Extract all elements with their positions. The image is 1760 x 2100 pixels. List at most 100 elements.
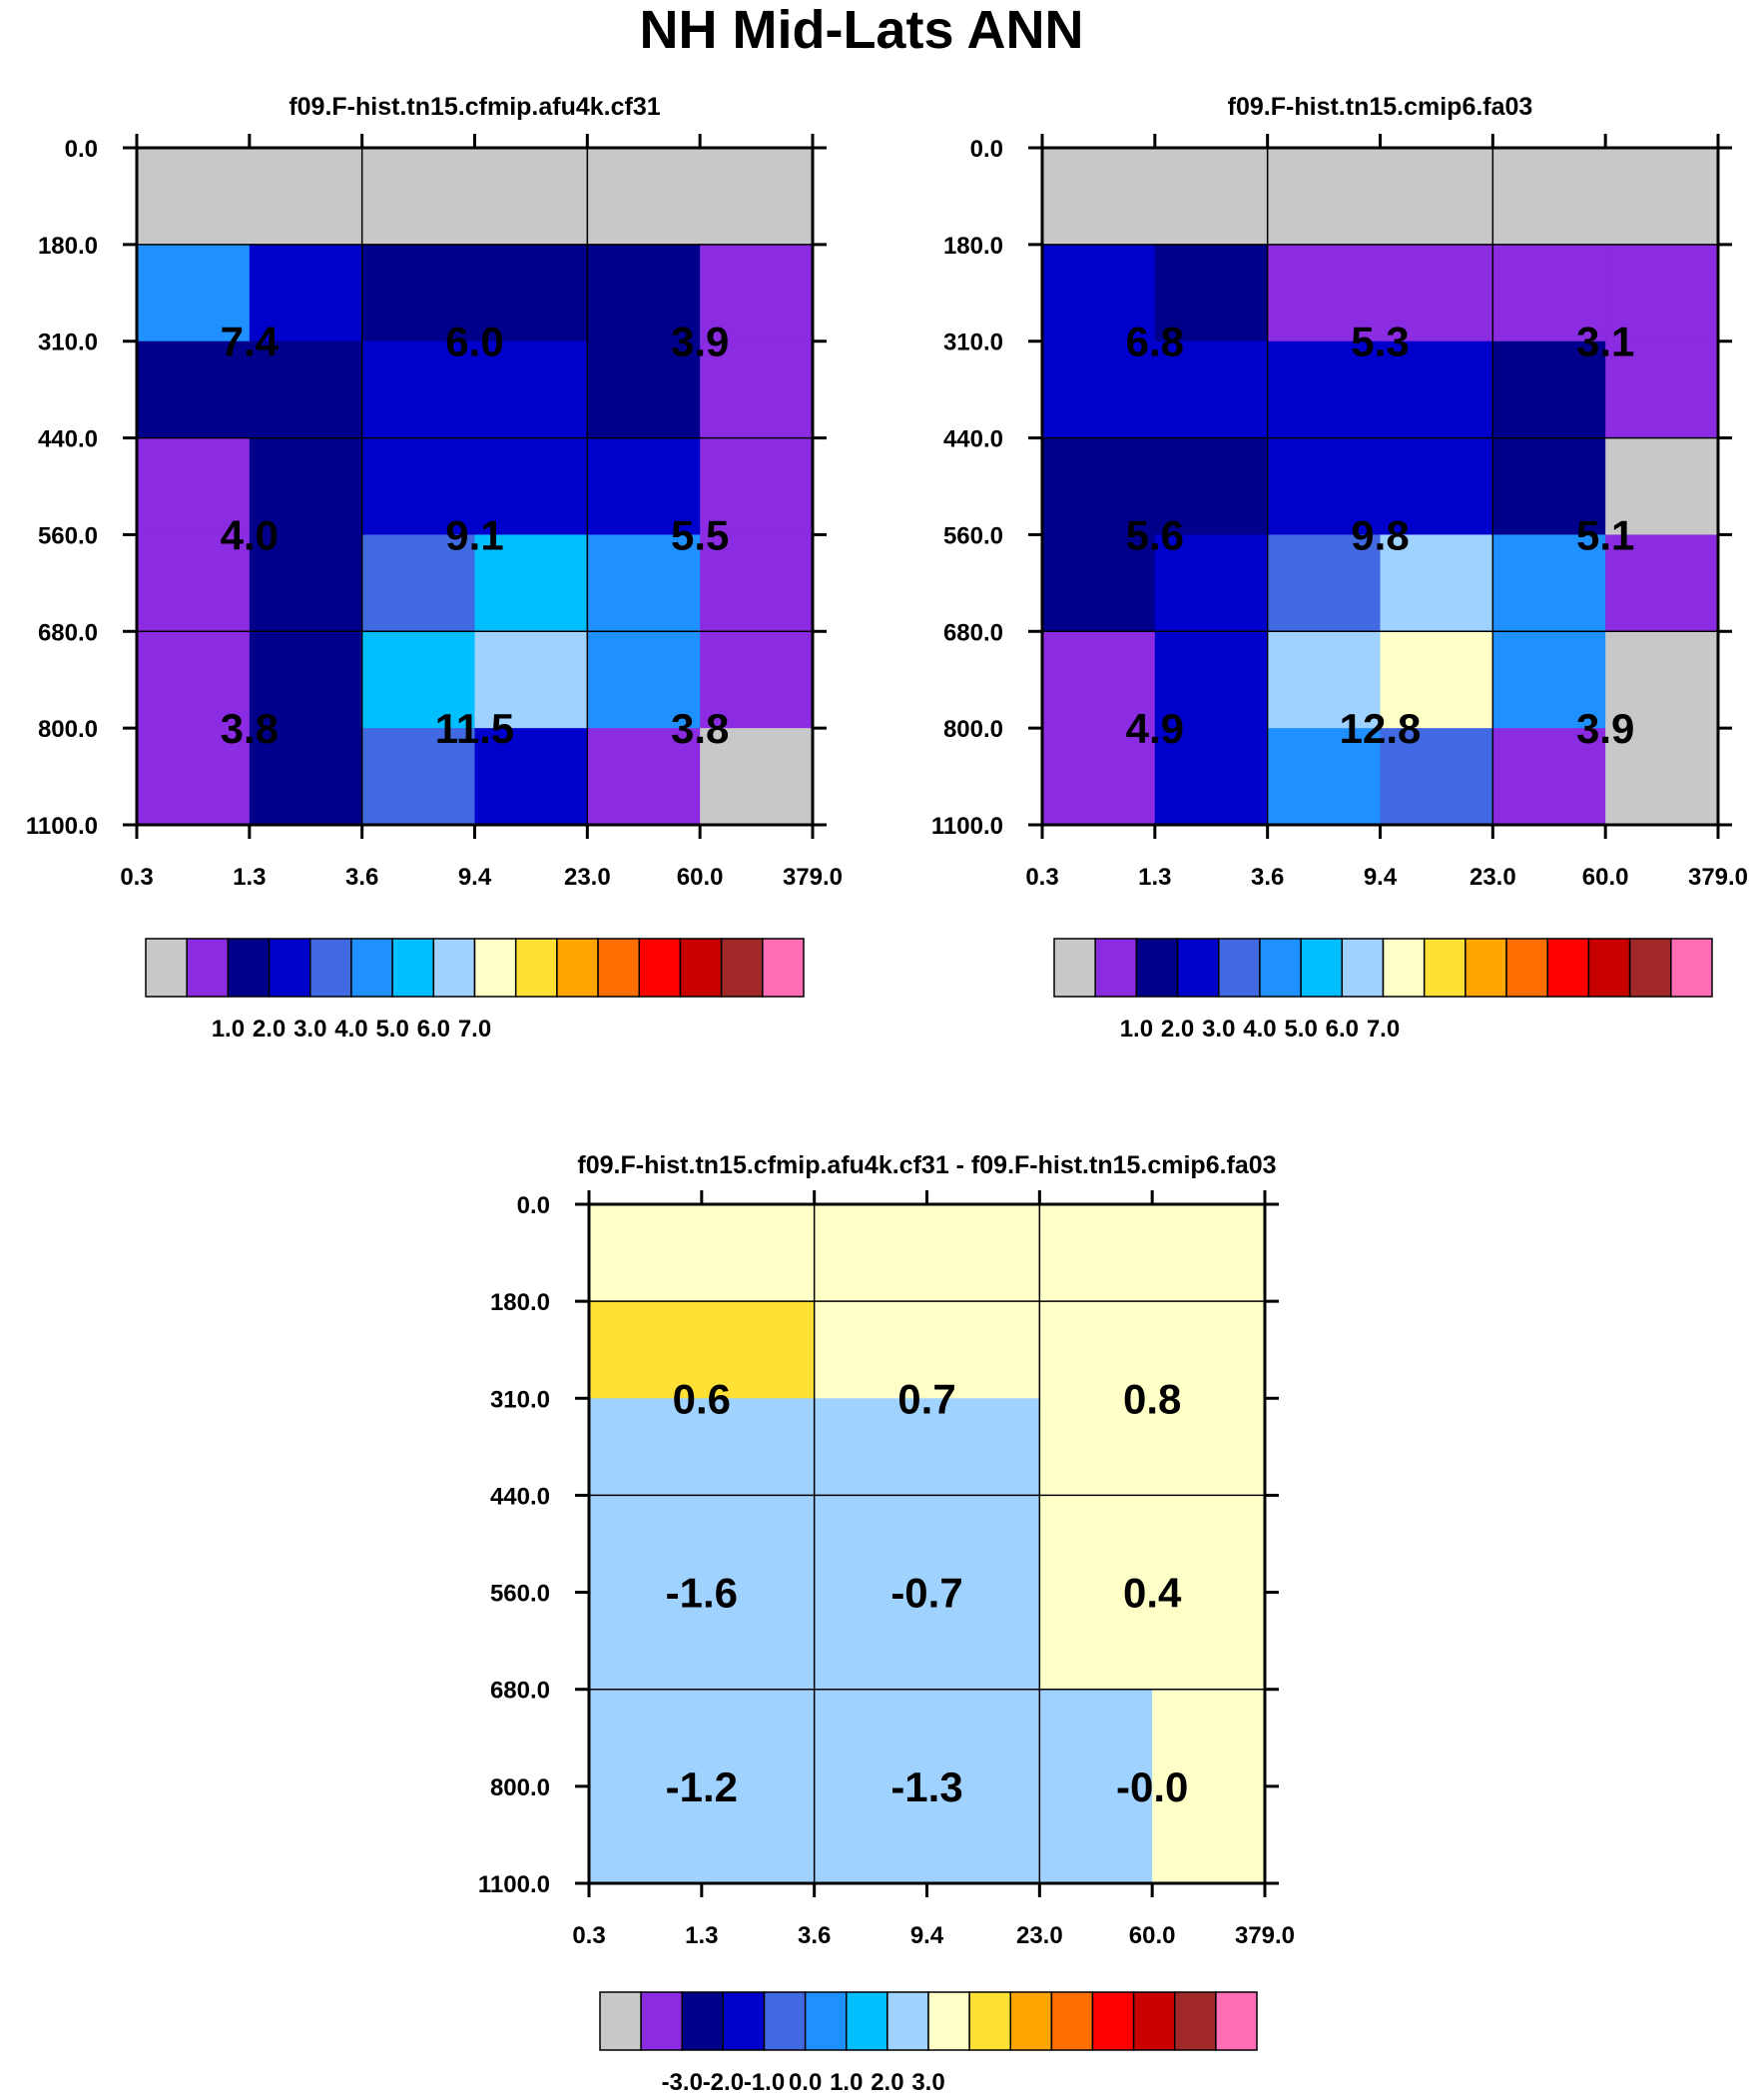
colorbar-swatch — [1135, 938, 1179, 998]
heatmap-cell — [474, 437, 588, 536]
colorbar-swatch — [1091, 1991, 1135, 2051]
x-tick-label: 0.3 — [1025, 864, 1058, 891]
heatmap-cell — [249, 631, 363, 729]
colorbar-label: 5.0 — [1284, 1016, 1317, 1043]
heatmap-cell — [1380, 534, 1493, 632]
panel-3: f09.F-hist.tn15.cfmip.afu4k.cf31 - f09.F… — [478, 1151, 1295, 2096]
heatmap-cell — [814, 1495, 928, 1594]
heatmap-cell — [587, 148, 701, 246]
heatmap-cells — [137, 148, 814, 826]
x-tick-label: 1.3 — [685, 1922, 718, 1949]
heatmap-cell — [1492, 148, 1606, 246]
heatmap-cell — [1492, 534, 1606, 632]
y-tick-label: 1100.0 — [26, 813, 98, 840]
heatmap-cell — [1039, 1785, 1153, 1884]
figure-title: NH Mid-Lats ANN — [640, 0, 1084, 60]
colorbar-swatch — [309, 938, 352, 998]
colorbar-label: 4.0 — [334, 1016, 367, 1043]
x-tick-label: 3.6 — [798, 1922, 831, 1949]
heatmap-cell — [249, 244, 363, 343]
colorbar-label: 2.0 — [253, 1016, 286, 1043]
block-value-label: 3.8 — [221, 705, 279, 752]
y-tick-label: 560.0 — [943, 522, 1003, 549]
heatmap-cell — [1154, 244, 1269, 343]
heatmap-cell — [1152, 1785, 1266, 1884]
colorbar-label: 3.0 — [911, 2069, 944, 2096]
panel-title: f09.F-hist.tn15.cfmip.afu4k.cf31 - f09.F… — [577, 1151, 1276, 1179]
panel-title: f09.F-hist.tn15.cmip6.fa03 — [1228, 93, 1533, 121]
heatmap-cell — [926, 1592, 1040, 1691]
axis-ticks: 0.3 1.3 3.6 9.4 23.0 60.0 379.0 0.0 180.0 310.0 44… — [478, 1190, 1295, 1949]
colorbar-swatch — [1670, 938, 1713, 998]
heatmap-cell — [589, 1398, 703, 1497]
y-tick-label: 800.0 — [943, 716, 1003, 743]
block-value-label: 7.4 — [221, 319, 280, 365]
colorbar-swatch — [599, 1991, 642, 2051]
block-value-label: -1.2 — [666, 1763, 738, 1810]
heatmap-cell — [701, 1495, 816, 1594]
heatmap-cell — [1042, 148, 1156, 246]
colorbar-label: 2.0 — [1161, 1016, 1194, 1043]
block-value-label: -1.3 — [890, 1763, 962, 1810]
heatmap-cell — [474, 534, 588, 632]
heatmap-cell — [1154, 341, 1269, 439]
block-value-label: 0.7 — [897, 1375, 955, 1422]
heatmap-cell — [1267, 244, 1382, 343]
heatmap-cell — [1039, 1495, 1153, 1594]
heatmap-cell — [361, 437, 476, 536]
heatmap-cell — [474, 728, 588, 826]
heatmap-cell — [474, 244, 588, 343]
colorbar-swatch — [679, 938, 723, 998]
heatmap-cell — [361, 148, 476, 246]
colorbar-swatch — [1505, 938, 1549, 998]
block-value-label: 11.5 — [435, 705, 514, 752]
y-tick-label: 180.0 — [38, 233, 98, 260]
heatmap-cell — [474, 631, 588, 729]
heatmap-cell — [1042, 341, 1156, 439]
heatmap-cell — [701, 1301, 816, 1399]
y-tick-label: 180.0 — [943, 233, 1003, 260]
heatmap-cell — [1152, 1689, 1266, 1787]
heatmap-cell — [137, 437, 251, 536]
heatmap-cell — [926, 1398, 1040, 1497]
heatmap-cell — [700, 341, 814, 439]
heatmap-cell — [1152, 1495, 1266, 1594]
heatmap-cell — [1039, 1301, 1153, 1399]
heatmap-cell — [701, 1689, 816, 1787]
block-grid — [137, 148, 813, 825]
colorbar-swatch — [1546, 938, 1590, 998]
block-value-label: 5.5 — [671, 511, 729, 558]
colorbar-swatch — [473, 938, 517, 998]
x-tick-label: 0.3 — [572, 1922, 605, 1949]
heatmap-cell — [1039, 1204, 1153, 1302]
block-value-label: -1.6 — [666, 1570, 738, 1617]
colorbar-swatch — [1628, 938, 1672, 998]
x-tick-label: 379.0 — [1235, 1922, 1295, 1949]
heatmap-cell — [1380, 341, 1493, 439]
heatmap-cell — [249, 728, 363, 826]
heatmap-cell — [1154, 631, 1269, 729]
y-tick-label: 310.0 — [38, 330, 98, 356]
heatmap-cell — [1267, 631, 1382, 729]
heatmap-cell — [1042, 631, 1156, 729]
colorbar-label: 7.0 — [458, 1016, 491, 1043]
colorbar-label: 5.0 — [375, 1016, 408, 1043]
colorbar-swatch — [720, 938, 764, 998]
heatmap-cell — [814, 1204, 928, 1302]
heatmap-cell — [361, 631, 476, 729]
heatmap-cell — [1380, 437, 1493, 536]
heatmap-cell — [1152, 1398, 1266, 1497]
y-tick-label: 1100.0 — [478, 1871, 550, 1898]
heatmap-cell — [1380, 728, 1493, 826]
colorbar-swatch — [514, 938, 558, 998]
heatmap-cell — [814, 1398, 928, 1497]
block-value-label: 5.6 — [1126, 511, 1184, 558]
heatmap-cell — [1492, 631, 1606, 729]
colorbar-swatch — [268, 938, 311, 998]
colorbar-swatch — [1009, 1991, 1053, 2051]
block-value-label: 0.4 — [1123, 1570, 1182, 1617]
block-value-label: 12.8 — [1340, 705, 1422, 752]
colorbar-label: -1.0 — [744, 2069, 785, 2096]
heatmap-cell — [137, 341, 251, 439]
block-value-label: 3.8 — [671, 705, 729, 752]
